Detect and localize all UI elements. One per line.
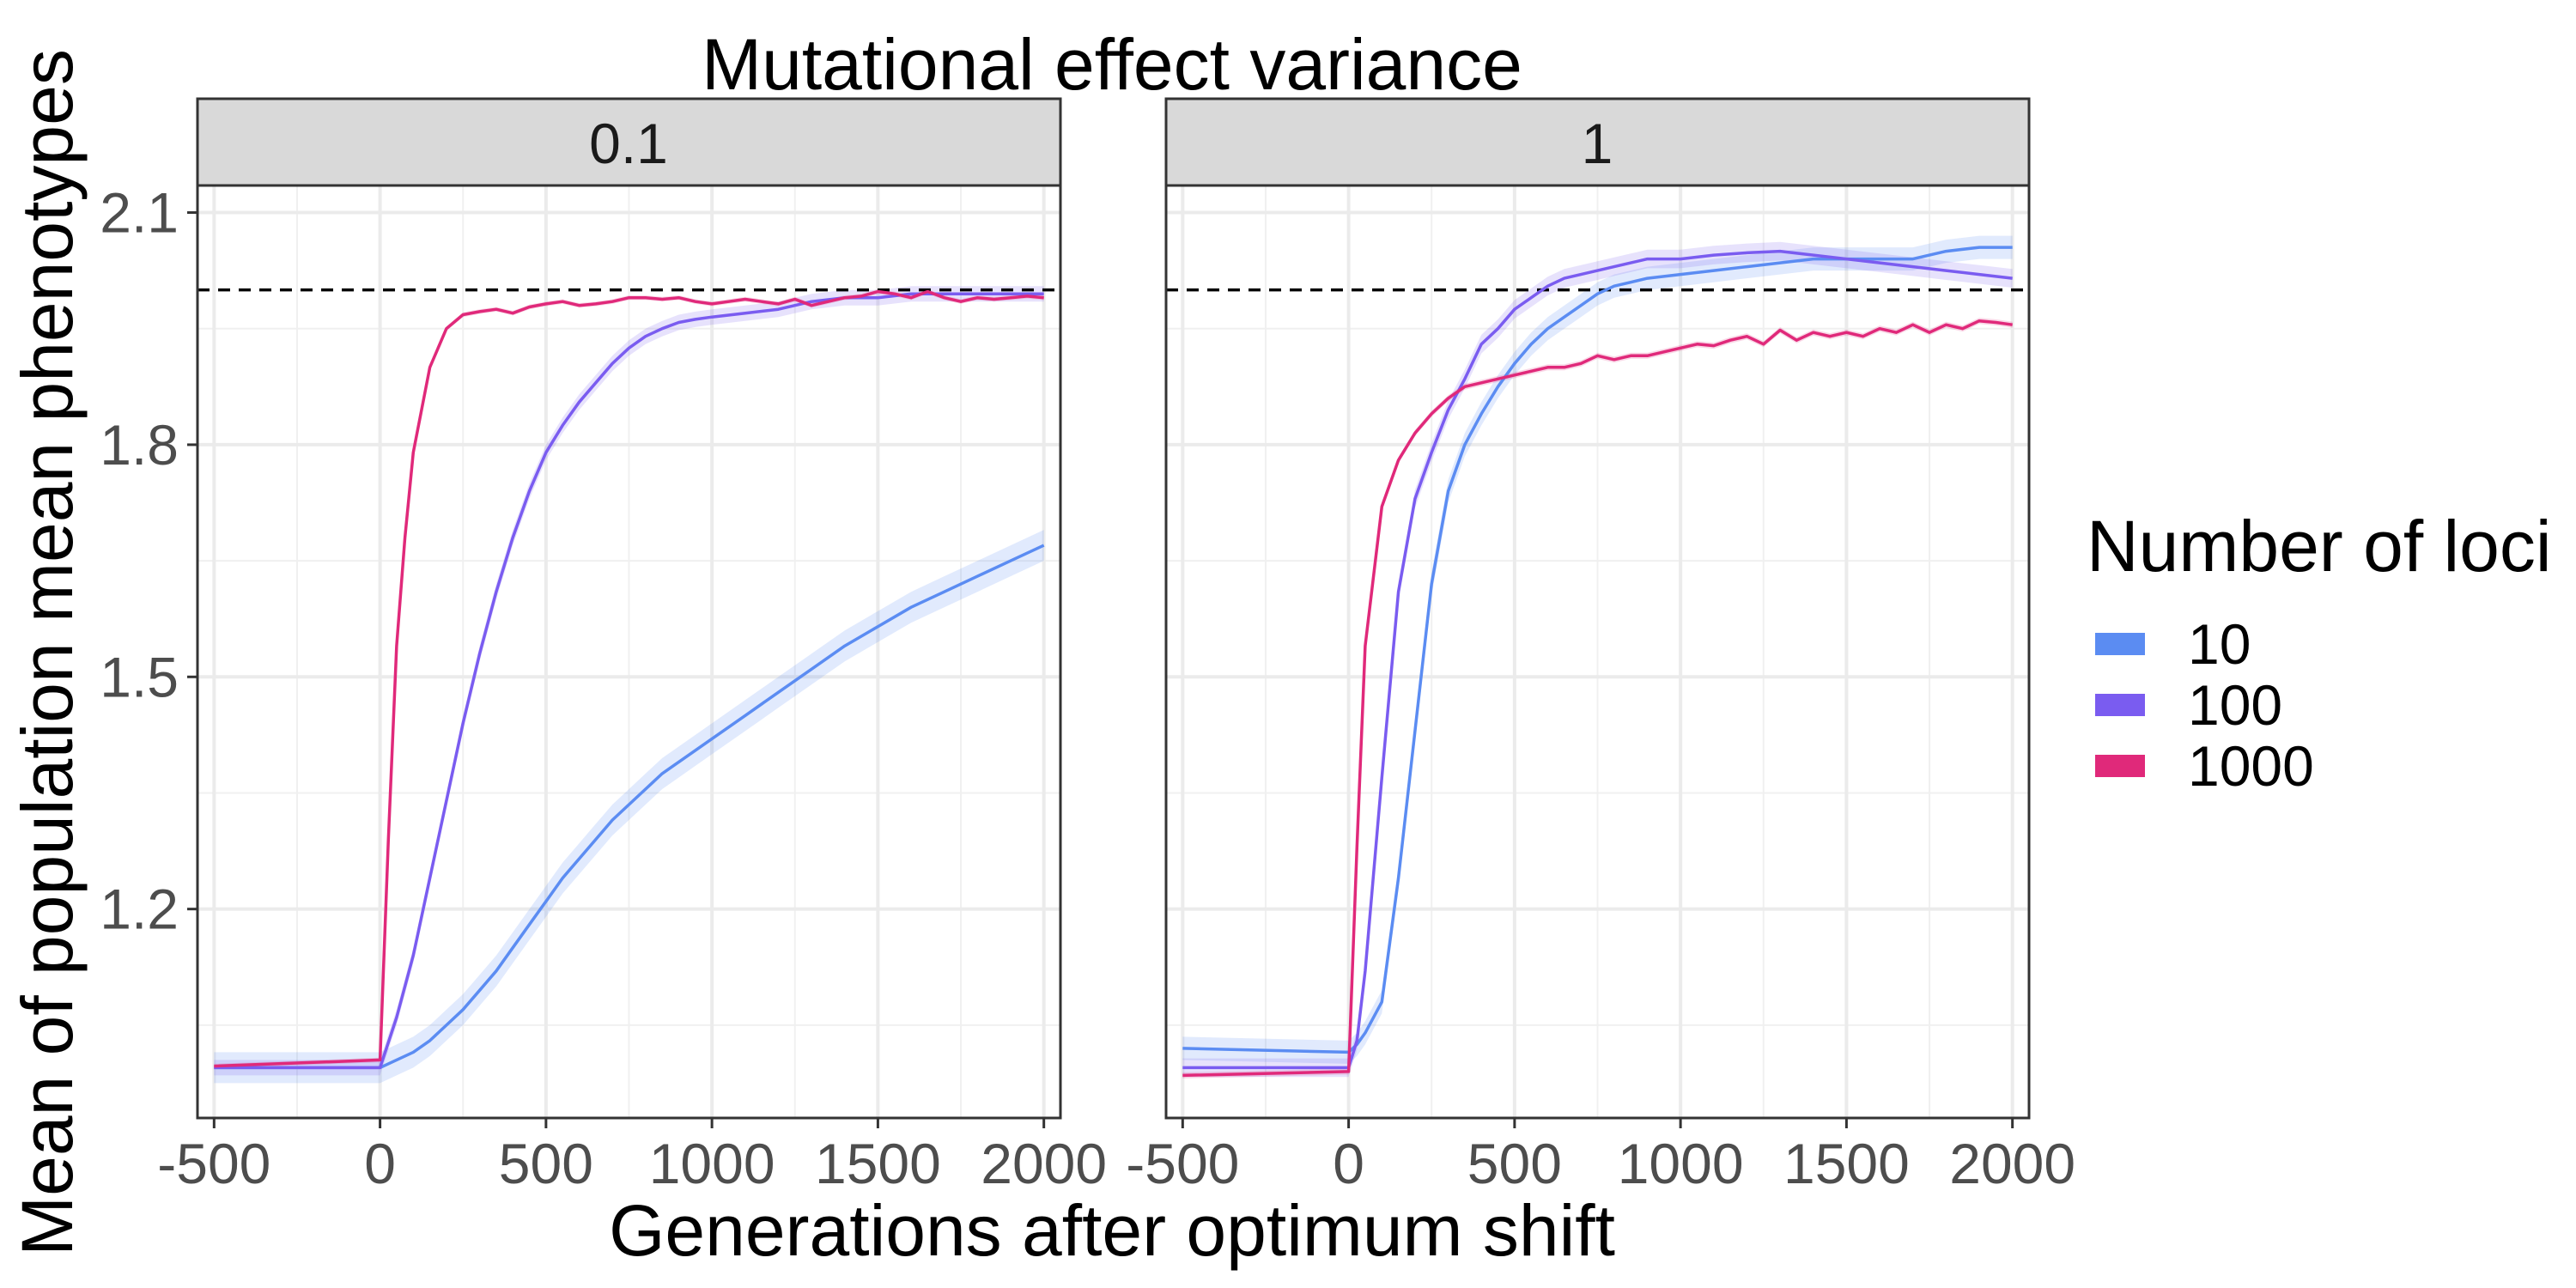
legend-label-1000: 1000 xyxy=(2188,734,2314,798)
panel-left: 0.1 -500 0 500 1000 1500 2000 xyxy=(157,97,1107,1195)
panel-border xyxy=(1164,184,2031,1120)
y-tick-label: 2.1 xyxy=(100,181,179,245)
series-line-100 xyxy=(1182,249,2013,1070)
x-axis-title: Generations after optimum shift xyxy=(609,1190,1615,1271)
y-tick-label: 1.5 xyxy=(100,645,179,708)
x-tick-label: 0 xyxy=(1333,1132,1364,1195)
chart-title: Mutational effect variance xyxy=(702,24,1522,105)
strip-label: 0.1 xyxy=(589,112,668,175)
panel-border xyxy=(196,184,1062,1120)
x-tick-label: 2000 xyxy=(981,1132,1107,1195)
series-lines xyxy=(1182,246,2013,1078)
series-line-1000 xyxy=(214,289,1044,1068)
legend-title: Number of loci xyxy=(2087,506,2552,586)
x-axis-ticks: -500 0 500 1000 1500 2000 xyxy=(157,1118,1107,1195)
grid xyxy=(1166,185,2029,1118)
legend-label-100: 100 xyxy=(2188,673,2282,737)
x-tick-label: 500 xyxy=(1467,1132,1562,1195)
series-lines xyxy=(214,289,1045,1070)
legend-label-10: 10 xyxy=(2188,612,2251,676)
legend-key-1000 xyxy=(2095,755,2145,777)
x-tick-label: -500 xyxy=(1126,1132,1239,1195)
y-tick-label: 1.8 xyxy=(100,413,179,477)
grid xyxy=(197,185,1060,1118)
strip-background xyxy=(1164,97,2031,187)
x-tick-label: 1000 xyxy=(649,1132,775,1195)
x-tick-label: 1500 xyxy=(815,1132,941,1195)
y-axis-title: Mean of population mean phenotypes xyxy=(7,49,88,1256)
series-line-100 xyxy=(214,292,1044,1070)
series-line-10 xyxy=(214,544,1045,1070)
x-axis-ticks: -500 0 500 1000 1500 2000 xyxy=(1126,1118,2075,1195)
legend-key-10 xyxy=(2095,633,2145,655)
panel-right: 1 -500 0 500 1000 1500 2000 xyxy=(1126,97,2075,1195)
y-tick-label: 1.2 xyxy=(100,878,179,941)
x-tick-label: 0 xyxy=(364,1132,396,1195)
x-tick-label: -500 xyxy=(157,1132,270,1195)
legend-key-100 xyxy=(2095,694,2145,716)
y-axis-ticks: 1.2 1.5 1.8 2.1 xyxy=(100,181,197,941)
series-line-1000 xyxy=(1182,319,2013,1078)
x-tick-label: 1500 xyxy=(1783,1132,1910,1195)
x-tick-label: 500 xyxy=(499,1132,593,1195)
strip-label: 1 xyxy=(1582,112,1613,175)
strip-background xyxy=(196,97,1062,187)
x-tick-label: 2000 xyxy=(1949,1132,2075,1195)
x-tick-label: 1000 xyxy=(1618,1132,1744,1195)
